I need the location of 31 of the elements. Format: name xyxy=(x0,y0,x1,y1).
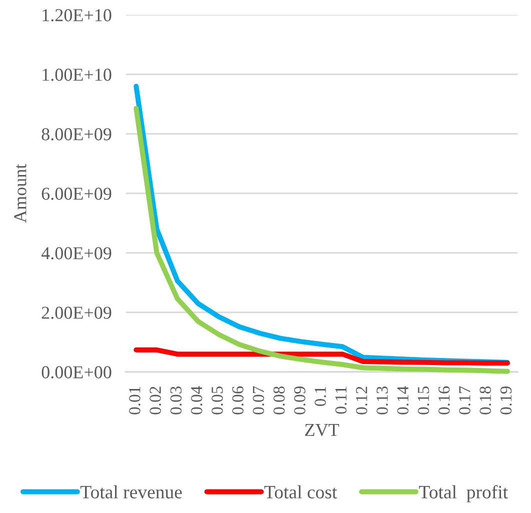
x-tick-label: 0.06 xyxy=(232,386,244,414)
x-tick-label: 0.15 xyxy=(418,386,430,414)
x-axis-title: ZVT xyxy=(305,424,340,436)
x-tick-label: 0.02 xyxy=(150,386,162,414)
y-tick-label: 1.00E+10 xyxy=(42,68,112,81)
y-tick-label: 4.00E+09 xyxy=(41,247,112,260)
x-tick-label: 0.04 xyxy=(190,386,202,414)
x-tick-label: 0.08 xyxy=(273,386,285,414)
x-tick-label: 0.05 xyxy=(212,386,223,414)
legend-label: Total profit xyxy=(419,485,508,502)
x-tick-label: 0.14 xyxy=(397,386,409,414)
y-tick-label: 6.00E+09 xyxy=(42,188,112,200)
x-tick-label: 0.1 xyxy=(314,386,326,406)
x-tick-label: 0.09 xyxy=(294,386,306,414)
x-tick-label: 0.18 xyxy=(480,386,492,414)
x-tick-label: 0.07 xyxy=(252,386,264,414)
y-axis-title: Amount xyxy=(14,164,26,223)
x-tick-label: 0.12 xyxy=(356,386,368,414)
y-tick-label: 8.00E+09 xyxy=(42,128,112,140)
y-tick-label: 0.00E+00 xyxy=(42,366,112,378)
x-tick-label: 0.11 xyxy=(335,386,347,414)
x-tick-label: 0.01 xyxy=(129,386,140,414)
legend-label: Total cost xyxy=(264,485,338,498)
x-tick-label: 0.17 xyxy=(459,386,470,414)
y-tick-label: 2.00E+09 xyxy=(42,306,112,319)
x-tick-label: 0.03 xyxy=(170,386,182,414)
y-tick-label: 1.20E+10 xyxy=(42,9,112,22)
x-tick-label: 0.16 xyxy=(438,386,450,414)
x-tick-label: 0.19 xyxy=(500,386,512,414)
legend-label: Total revenue xyxy=(80,485,182,498)
x-tick-label: 0.13 xyxy=(376,386,388,414)
